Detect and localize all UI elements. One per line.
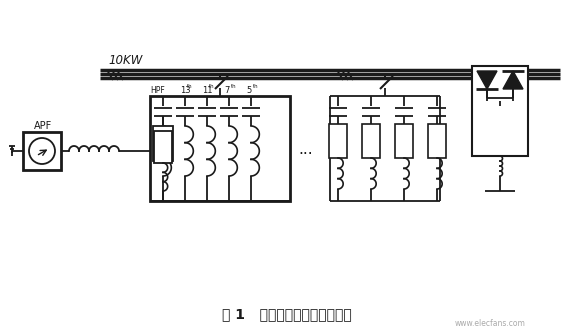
Bar [362,124,380,158]
Text: 11: 11 [202,86,213,95]
Text: 10KW: 10KW [108,54,143,67]
Text: ...: ... [298,142,313,157]
Bar [428,124,446,158]
Text: HPF: HPF [150,86,165,95]
Text: 7: 7 [224,86,229,95]
Text: 图 1   补偿与滤波装置的主电路: 图 1 补偿与滤波装置的主电路 [222,307,352,321]
Text: 5: 5 [246,86,251,95]
Bar [395,124,413,158]
Text: www.elecfans.com: www.elecfans.com [455,319,526,328]
Bar [153,126,173,161]
Text: th: th [187,84,193,89]
Text: 13: 13 [180,86,191,95]
Bar [329,124,347,158]
Bar [23,132,61,170]
Text: APF: APF [34,121,52,131]
Bar [472,66,528,156]
Polygon shape [477,71,497,89]
Text: th: th [231,84,237,89]
Text: th: th [253,84,259,89]
Text: th: th [209,84,214,89]
Bar [150,96,290,201]
Bar [154,131,172,163]
Polygon shape [503,71,523,89]
